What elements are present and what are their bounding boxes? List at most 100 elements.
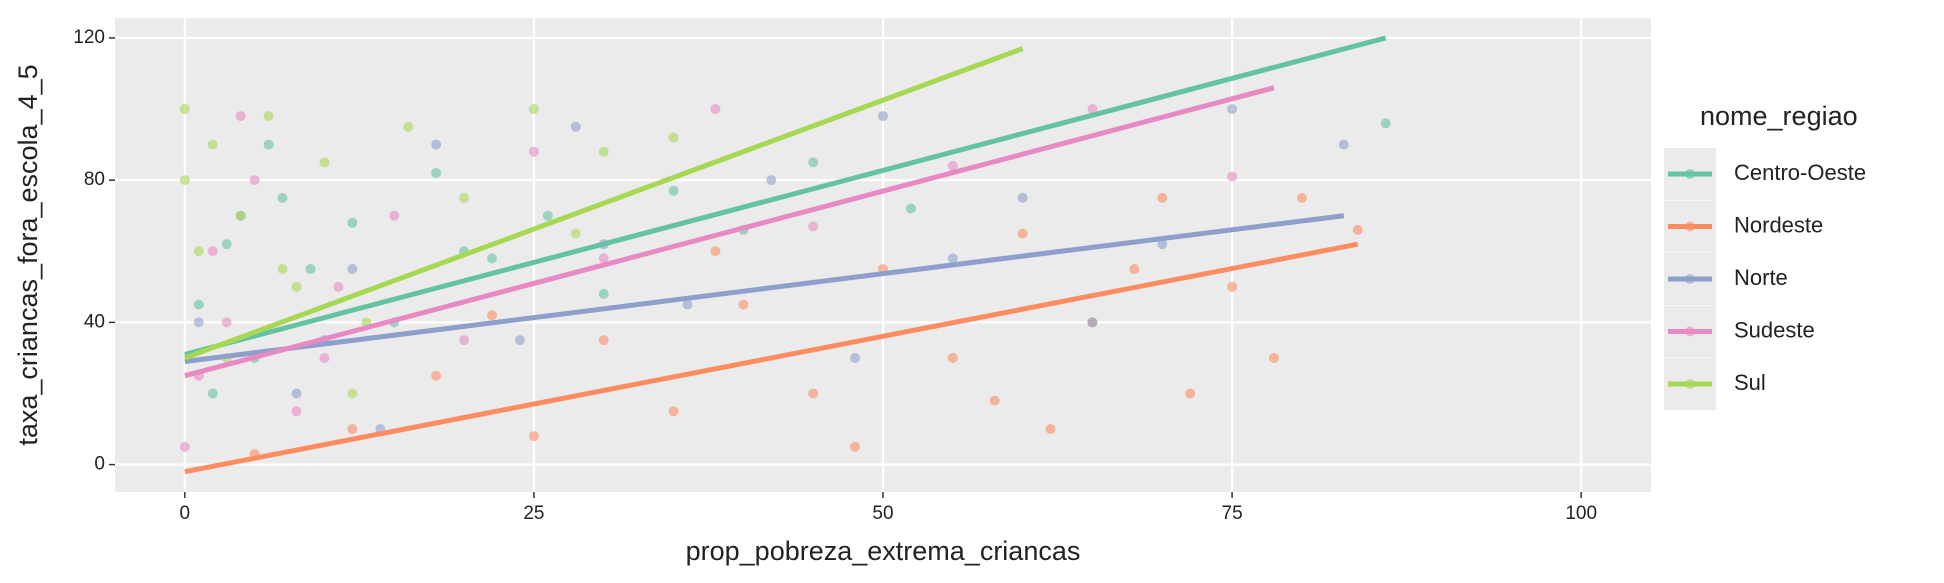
- point: [905, 203, 916, 214]
- point: [305, 264, 316, 275]
- point: [570, 228, 581, 239]
- point: [1087, 104, 1098, 115]
- point: [347, 264, 358, 275]
- legend-key-point: [1685, 221, 1695, 232]
- point: [389, 210, 400, 221]
- point: [193, 317, 204, 328]
- point: [263, 139, 274, 150]
- point: [766, 175, 777, 186]
- point: [1352, 224, 1363, 235]
- point: [850, 352, 861, 363]
- legend-label: Centro-Oeste: [1734, 160, 1866, 185]
- point: [710, 104, 721, 115]
- point: [235, 111, 246, 122]
- point: [179, 104, 190, 115]
- point: [1227, 171, 1238, 182]
- point: [291, 406, 302, 417]
- point: [1017, 192, 1028, 203]
- point: [235, 210, 246, 221]
- y-tick-label: 80: [84, 169, 105, 190]
- trend-line: [184, 35, 1387, 357]
- point: [598, 253, 609, 264]
- point: [263, 111, 274, 122]
- point: [808, 221, 819, 232]
- point: [668, 406, 679, 417]
- point: [808, 388, 819, 399]
- y-axis-title: taxa_criancas_fora_escola_4_5: [13, 64, 43, 445]
- point: [1017, 228, 1028, 239]
- point: [193, 246, 204, 257]
- point: [528, 431, 539, 442]
- point: [333, 281, 344, 292]
- point: [1380, 118, 1391, 129]
- point: [193, 299, 204, 310]
- point: [947, 352, 958, 363]
- point: [1129, 264, 1140, 275]
- point: [347, 424, 358, 435]
- point: [1157, 192, 1168, 203]
- x-axis-title: prop_pobreza_extrema_criancas: [686, 536, 1081, 566]
- point: [878, 111, 888, 122]
- trend-line: [183, 46, 1024, 361]
- point: [291, 388, 302, 399]
- point: [598, 335, 609, 346]
- point: [249, 175, 260, 186]
- point: [528, 104, 539, 115]
- legend-title: nome_regiao: [1700, 101, 1858, 131]
- point: [207, 246, 218, 257]
- point: [570, 121, 581, 132]
- y-tick-label: 120: [73, 27, 105, 48]
- point: [514, 335, 525, 346]
- y-tick-label: 40: [84, 311, 105, 332]
- point: [528, 146, 539, 157]
- legend-label: Norte: [1734, 265, 1788, 290]
- point: [1268, 352, 1279, 363]
- x-tick-label: 50: [872, 503, 893, 524]
- point: [1296, 192, 1307, 203]
- point: [487, 253, 498, 264]
- point: [277, 192, 288, 203]
- x-tick-label: 0: [180, 503, 191, 524]
- point: [668, 132, 679, 143]
- point: [487, 310, 498, 321]
- point: [319, 157, 330, 168]
- point: [459, 335, 470, 346]
- point: [207, 388, 218, 399]
- legend-key-point: [1685, 326, 1695, 337]
- point: [347, 217, 358, 228]
- trend-line: [184, 85, 1275, 379]
- point: [459, 192, 470, 203]
- point: [598, 146, 609, 157]
- point: [1045, 424, 1056, 435]
- point: [710, 246, 721, 257]
- point: [277, 264, 288, 275]
- point: [179, 175, 190, 186]
- point: [1087, 317, 1098, 328]
- point: [221, 239, 232, 250]
- point: [403, 121, 414, 132]
- point: [947, 253, 958, 264]
- x-tick-label: 25: [523, 503, 544, 524]
- point: [207, 139, 218, 150]
- point: [431, 370, 442, 381]
- point: [1185, 388, 1196, 399]
- point: [431, 139, 442, 150]
- trend-line: [184, 213, 1345, 364]
- point: [738, 299, 749, 310]
- point: [808, 157, 819, 168]
- legend-key-point: [1685, 274, 1695, 284]
- y-tick-label: 0: [94, 454, 105, 475]
- trend-line: [184, 241, 1359, 475]
- point: [221, 317, 232, 328]
- x-tick-label: 75: [1222, 503, 1243, 524]
- point: [850, 441, 861, 452]
- point: [668, 185, 679, 196]
- point: [598, 288, 609, 299]
- point: [1227, 104, 1238, 115]
- legend-label: Sul: [1734, 370, 1766, 395]
- point: [179, 441, 190, 452]
- point: [347, 388, 358, 399]
- point: [1227, 281, 1238, 292]
- point: [291, 281, 302, 292]
